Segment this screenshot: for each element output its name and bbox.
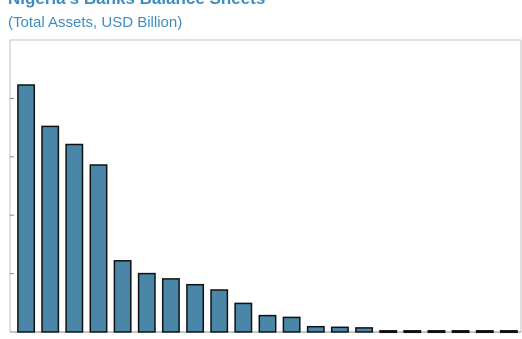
bar-21 bbox=[499, 330, 518, 334]
bar-11 bbox=[258, 314, 277, 333]
bar-10 bbox=[234, 302, 253, 333]
bar-6 bbox=[137, 272, 156, 333]
bar-5 bbox=[113, 260, 132, 333]
bar-15 bbox=[355, 327, 374, 333]
bar-19 bbox=[451, 330, 470, 334]
y-axis-ticks bbox=[10, 97, 14, 275]
bar-series bbox=[17, 84, 518, 334]
bar-7 bbox=[161, 278, 180, 333]
bar-1 bbox=[17, 84, 36, 333]
chart-title: Nigeria's Banks Balance Sheets bbox=[8, 0, 265, 9]
bar-17 bbox=[403, 330, 422, 334]
bar-20 bbox=[475, 330, 494, 334]
bar-2 bbox=[41, 125, 60, 333]
bar-9 bbox=[210, 289, 229, 333]
bar-12 bbox=[282, 316, 301, 333]
bar-14 bbox=[330, 326, 349, 333]
bar-18 bbox=[427, 330, 446, 334]
bar-4 bbox=[89, 164, 108, 333]
bar-8 bbox=[186, 283, 205, 333]
bar-3 bbox=[65, 143, 84, 333]
bar-13 bbox=[306, 325, 325, 333]
chart-subtitle: (Total Assets, USD Billion) bbox=[8, 14, 183, 31]
plot-frame bbox=[9, 39, 522, 333]
bar-16 bbox=[379, 330, 398, 334]
